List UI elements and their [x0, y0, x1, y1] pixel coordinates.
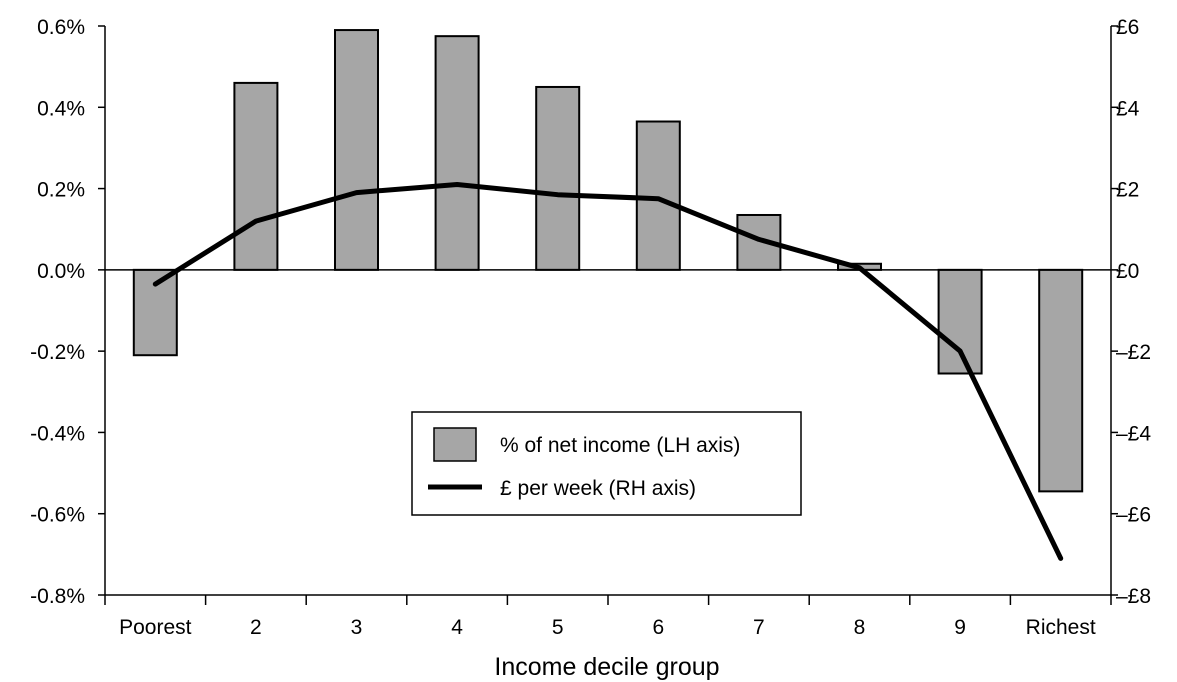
bar-4: [434, 35, 480, 271]
right-tick-label: £2: [1116, 179, 1139, 202]
right-tick-label: –£4: [1116, 422, 1151, 445]
legend-box: [411, 411, 802, 516]
x-axis-title: Income decile group: [494, 653, 719, 681]
bar-3: [334, 29, 379, 271]
left-tick-label: -0.2%: [30, 341, 85, 364]
right-tick-label: –£2: [1116, 341, 1151, 364]
x-tick-label: Poorest: [119, 616, 192, 639]
left-tick-label: -0.6%: [30, 504, 85, 527]
legend-line-label: £ per week (RH axis): [500, 477, 696, 500]
x-tick-label: 7: [753, 616, 765, 639]
left-tick-label: -0.4%: [30, 422, 85, 445]
right-tick-label: £4: [1116, 97, 1140, 120]
right-tick-label: –£8: [1116, 585, 1151, 608]
bar-2: [233, 81, 279, 271]
legend-bar-swatch: [433, 427, 477, 462]
legend-bar-label: % of net income (LH axis): [500, 434, 740, 457]
left-tick-label: 0.2%: [37, 179, 85, 202]
x-tick-label: 4: [451, 616, 463, 639]
x-tick-label: 8: [854, 616, 866, 639]
x-tick-label: 3: [351, 616, 363, 639]
line-layer: [152, 182, 1064, 561]
left-tick-label: 0.4%: [37, 97, 85, 120]
bar-9: [937, 268, 983, 375]
right-tick-label: –£6: [1116, 504, 1151, 527]
left-tick-label: -0.8%: [30, 585, 85, 608]
x-tick-label: 5: [552, 616, 564, 639]
bars-layer: [132, 29, 1084, 493]
right-tick-label: £0: [1116, 260, 1139, 283]
ticks-layer: 0.6% 0.4% 0.2% 0.0% -0.2% -0.4% -0.6% -0.8% £6 £4…: [30, 16, 1151, 639]
left-tick-label: 0.6%: [37, 16, 85, 39]
bar-5: [535, 85, 581, 271]
legend: % of net income (LH axis) £ per week (RH…: [411, 411, 802, 516]
x-tick-label: 9: [954, 616, 966, 639]
bar-10: [1038, 268, 1084, 493]
x-tick-label: 6: [652, 616, 664, 639]
x-tick-label: 2: [250, 616, 262, 639]
right-tick-label: £6: [1116, 16, 1139, 39]
x-tick-label: Richest: [1026, 616, 1096, 639]
line-series-pounds-per-week: [152, 182, 1064, 561]
left-tick-label: 0.0%: [37, 260, 85, 283]
